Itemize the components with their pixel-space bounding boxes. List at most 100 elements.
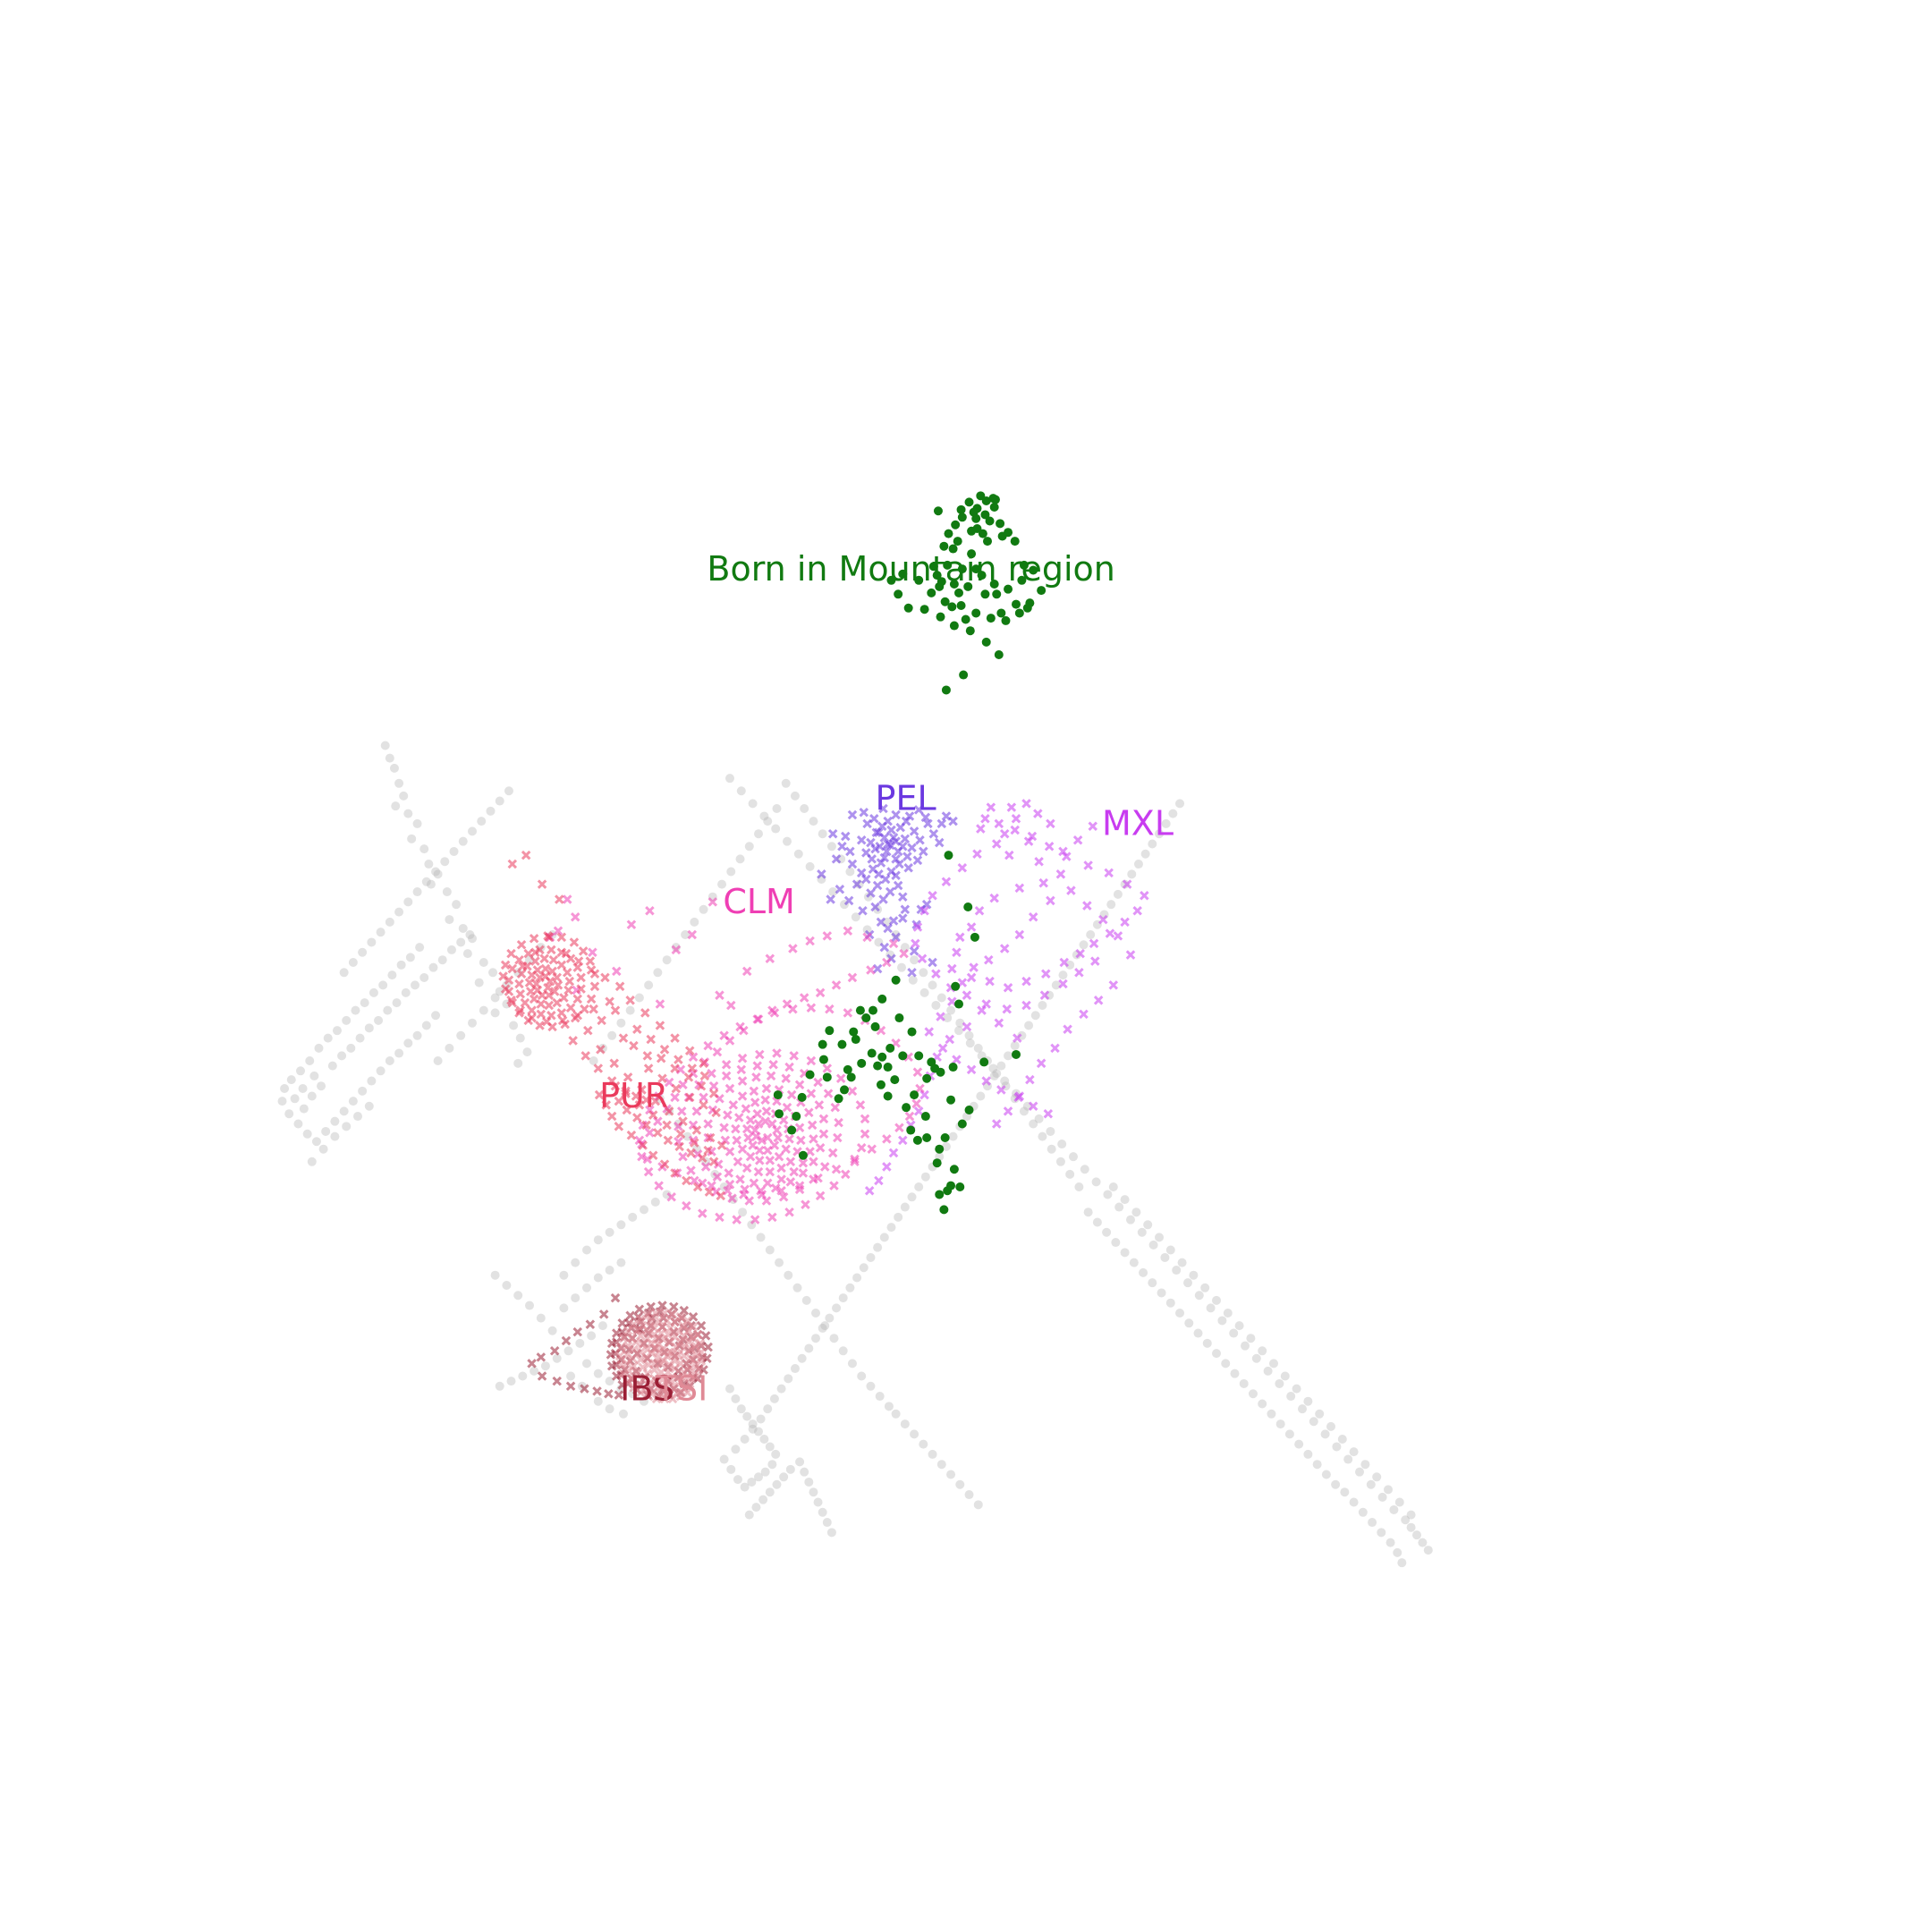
point-unlabeled-114 bbox=[530, 1366, 539, 1376]
point-clm-217 bbox=[769, 1140, 780, 1150]
point-pur-121 bbox=[675, 1129, 686, 1140]
point-unlabeled-255 bbox=[1340, 1487, 1350, 1497]
point-unlabeled-6 bbox=[403, 809, 413, 818]
point-born-in-mountain-region-116 bbox=[840, 1085, 849, 1095]
point-unlabeled-62 bbox=[403, 1038, 413, 1048]
point-tsi-100 bbox=[659, 1308, 670, 1318]
point-pur-34 bbox=[580, 1004, 589, 1014]
point-clm-160 bbox=[735, 1174, 745, 1184]
point-mxl-58 bbox=[1028, 911, 1038, 922]
point-born-in-mountain-region-10 bbox=[996, 519, 1005, 529]
point-unlabeled-300 bbox=[735, 854, 745, 864]
point-unlabeled-275 bbox=[964, 1030, 974, 1040]
point-clm-82 bbox=[829, 1181, 839, 1191]
point-unlabeled-192 bbox=[941, 1141, 951, 1151]
point-unlabeled-163 bbox=[740, 1435, 750, 1444]
point-tsi-19 bbox=[663, 1368, 674, 1377]
point-unlabeled-237 bbox=[1175, 1309, 1185, 1318]
point-clm-126 bbox=[721, 1071, 732, 1081]
point-unlabeled-13 bbox=[442, 887, 452, 897]
point-unlabeled-14 bbox=[452, 900, 462, 910]
point-clm-9 bbox=[882, 957, 892, 968]
point-unlabeled-79 bbox=[419, 972, 429, 982]
point-unlabeled-169 bbox=[784, 1374, 793, 1384]
point-pur-26 bbox=[543, 931, 553, 941]
point-clm-145 bbox=[814, 1100, 825, 1110]
point-ibs-105 bbox=[592, 1386, 602, 1396]
point-unlabeled-377 bbox=[1069, 1152, 1078, 1162]
point-ibs-102 bbox=[552, 1376, 562, 1386]
point-unlabeled-348 bbox=[1401, 1515, 1411, 1525]
point-mxl-51 bbox=[1002, 1004, 1013, 1014]
point-unlabeled-132 bbox=[650, 1197, 660, 1207]
point-mxl-28 bbox=[1120, 917, 1130, 928]
point-unlabeled-122 bbox=[502, 1280, 512, 1290]
point-unlabeled-461 bbox=[495, 796, 504, 806]
point-clm-221 bbox=[760, 1116, 770, 1126]
point-clm-59 bbox=[735, 1021, 745, 1032]
point-pel-45 bbox=[835, 884, 845, 894]
point-pur-142 bbox=[687, 1063, 698, 1073]
point-unlabeled-87 bbox=[330, 1131, 340, 1141]
point-born-in-mountain-region-28 bbox=[1017, 575, 1027, 585]
point-pel-89 bbox=[883, 839, 893, 849]
point-mxl-54 bbox=[1058, 979, 1068, 989]
point-unlabeled-113 bbox=[540, 1361, 550, 1371]
point-born-in-mountain-region-21 bbox=[944, 529, 953, 538]
point-pur-98 bbox=[650, 1096, 661, 1106]
point-unlabeled-157 bbox=[747, 1477, 757, 1487]
point-unlabeled-412 bbox=[928, 1449, 937, 1459]
point-born-in-mountain-region-122 bbox=[877, 1052, 887, 1062]
point-mxl-47 bbox=[931, 969, 941, 979]
point-unlabeled-127 bbox=[593, 1235, 603, 1245]
point-mxl-94 bbox=[1033, 809, 1043, 818]
point-pur-49 bbox=[556, 947, 567, 958]
point-clm-137 bbox=[756, 1185, 766, 1196]
point-born-in-mountain-region-43 bbox=[903, 603, 913, 613]
point-pel-36 bbox=[872, 880, 883, 891]
point-unlabeled-440 bbox=[682, 1131, 692, 1141]
point-unlabeled-296 bbox=[772, 804, 782, 813]
point-clm-1 bbox=[765, 953, 775, 964]
point-clm-202 bbox=[765, 1156, 775, 1165]
point-clm-58 bbox=[752, 1014, 762, 1024]
point-pur-3 bbox=[555, 894, 564, 904]
point-unlabeled-238 bbox=[1184, 1318, 1194, 1328]
point-pur-132 bbox=[683, 1072, 694, 1082]
point-unlabeled-84 bbox=[465, 930, 475, 939]
point-mxl-45 bbox=[911, 938, 920, 949]
point-clm-44 bbox=[894, 1123, 904, 1132]
point-unlabeled-299 bbox=[744, 842, 754, 852]
point-tsi-91 bbox=[694, 1365, 704, 1375]
point-pur-73 bbox=[552, 997, 562, 1008]
point-pur-65 bbox=[530, 956, 540, 966]
point-unlabeled-166 bbox=[763, 1404, 773, 1414]
point-tsi-25 bbox=[670, 1332, 680, 1343]
point-pur-36 bbox=[560, 1019, 570, 1030]
point-pur-115 bbox=[593, 1063, 604, 1073]
point-clm-211 bbox=[745, 1115, 756, 1125]
point-unlabeled-184 bbox=[886, 1223, 896, 1233]
point-clm-64 bbox=[664, 1077, 674, 1088]
point-born-in-mountain-region-114 bbox=[857, 1058, 867, 1068]
point-unlabeled-117 bbox=[495, 1381, 504, 1391]
point-unlabeled-235 bbox=[1157, 1288, 1166, 1298]
point-pur-128 bbox=[699, 1100, 708, 1110]
point-pur-144 bbox=[626, 1130, 637, 1140]
point-pur-100 bbox=[678, 1116, 688, 1126]
point-unlabeled-333 bbox=[1292, 1384, 1301, 1394]
point-unlabeled-346 bbox=[1418, 1538, 1428, 1547]
point-mxl-91 bbox=[1072, 835, 1083, 845]
point-mxl-93 bbox=[1046, 818, 1055, 829]
point-unlabeled-146 bbox=[731, 1394, 741, 1403]
point-unlabeled-445 bbox=[348, 958, 358, 968]
point-ibs-104 bbox=[580, 1384, 589, 1394]
point-born-in-mountain-region-71 bbox=[933, 506, 943, 516]
point-unlabeled-32 bbox=[314, 1043, 324, 1053]
point-unlabeled-363 bbox=[1229, 1328, 1239, 1338]
point-unlabeled-153 bbox=[771, 1449, 781, 1459]
point-mxl-110 bbox=[991, 1119, 1002, 1129]
point-unlabeled-189 bbox=[920, 1172, 930, 1182]
point-mxl-41 bbox=[941, 877, 952, 887]
point-pur-63 bbox=[516, 969, 527, 979]
